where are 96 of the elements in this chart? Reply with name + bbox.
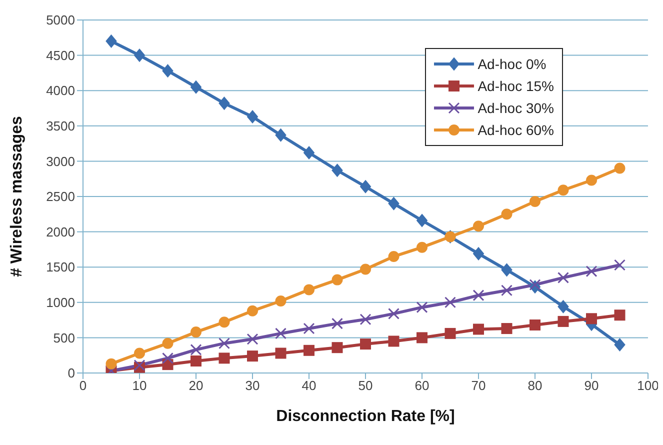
- point: [360, 338, 371, 350]
- legend-label: Ad-hoc 30%: [478, 100, 554, 116]
- point: [247, 110, 258, 124]
- point: [416, 332, 428, 344]
- point: [218, 316, 230, 328]
- point: [275, 348, 286, 359]
- point: [134, 348, 145, 359]
- x-tick-label: 100: [637, 378, 659, 394]
- point: [473, 324, 484, 335]
- point: [106, 34, 117, 48]
- point: [134, 48, 145, 62]
- point: [218, 352, 230, 364]
- point: [388, 308, 400, 320]
- point: [444, 296, 456, 308]
- point: [332, 164, 343, 177]
- x-tick-label: 80: [528, 378, 542, 394]
- point: [614, 310, 626, 321]
- point: [134, 359, 146, 371]
- point: [614, 338, 626, 352]
- point: [360, 314, 372, 326]
- y-tick-label: 2000: [46, 224, 75, 240]
- point: [304, 146, 314, 160]
- point: [586, 266, 598, 278]
- x-axis-title: Disconnection Rate [%]: [276, 408, 455, 425]
- point: [416, 242, 428, 253]
- point: [416, 214, 428, 228]
- point: [275, 128, 286, 142]
- point: [529, 279, 541, 290]
- point: [332, 318, 343, 330]
- point: [416, 302, 428, 314]
- point: [247, 305, 258, 316]
- y-tick-label: 4500: [46, 48, 75, 63]
- point: [388, 197, 400, 210]
- point: [360, 264, 371, 275]
- point: [304, 284, 314, 296]
- point: [162, 352, 174, 364]
- point: [614, 259, 626, 271]
- x-tick-label: 60: [414, 378, 430, 394]
- point: [388, 251, 400, 262]
- y-tick-label: 1000: [46, 295, 75, 310]
- point: [558, 272, 569, 284]
- y-axis-title: # Wireless massages: [8, 116, 26, 277]
- x-tick-label: 40: [302, 378, 316, 394]
- point: [360, 180, 371, 194]
- point: [332, 274, 343, 286]
- y-tick-label: 5000: [46, 12, 75, 28]
- point: [190, 344, 202, 356]
- y-tick-label: 1500: [46, 260, 75, 275]
- x-tick-label: 90: [584, 378, 599, 394]
- point: [586, 174, 597, 186]
- y-tick-label: 2500: [46, 189, 75, 204]
- point: [388, 336, 400, 347]
- point: [473, 220, 484, 232]
- point: [614, 162, 626, 174]
- y-tick-label: 3500: [46, 118, 75, 134]
- point: [501, 263, 512, 276]
- legend-label: Ad-hoc 60%: [478, 122, 554, 138]
- point: [558, 316, 569, 327]
- point: [162, 64, 174, 78]
- point: [444, 328, 456, 339]
- point: [473, 247, 484, 260]
- y-tick-label: 0: [68, 366, 75, 381]
- x-tick-label: 70: [471, 378, 486, 394]
- x-tick-label: 10: [132, 378, 147, 394]
- x-tick-label: 0: [79, 378, 87, 394]
- point: [218, 338, 230, 350]
- legend-label: Ad-hoc 0%: [478, 56, 546, 72]
- y-tick-label: 4000: [46, 83, 75, 98]
- point: [501, 284, 512, 296]
- point: [275, 328, 286, 340]
- point: [247, 350, 258, 362]
- point: [190, 356, 202, 366]
- point: [501, 323, 512, 334]
- point: [332, 342, 343, 354]
- point: [275, 295, 286, 306]
- point: [304, 344, 314, 356]
- point: [558, 184, 569, 196]
- point: [218, 96, 230, 110]
- point: [106, 358, 117, 370]
- point: [303, 322, 315, 334]
- point: [472, 290, 484, 302]
- point: [558, 300, 569, 314]
- x-tick-label: 50: [358, 378, 373, 394]
- y-tick-label: 500: [53, 330, 75, 346]
- point: [190, 326, 202, 338]
- point: [530, 196, 540, 207]
- point: [246, 333, 258, 345]
- point: [162, 338, 174, 349]
- point: [190, 80, 202, 94]
- point: [530, 319, 540, 330]
- legend-label: Ad-hoc 15%: [478, 78, 554, 94]
- x-tick-label: 30: [245, 378, 260, 394]
- point: [501, 208, 512, 220]
- y-tick-label: 3000: [46, 154, 75, 169]
- point: [586, 313, 597, 324]
- x-tick-label: 20: [188, 378, 204, 394]
